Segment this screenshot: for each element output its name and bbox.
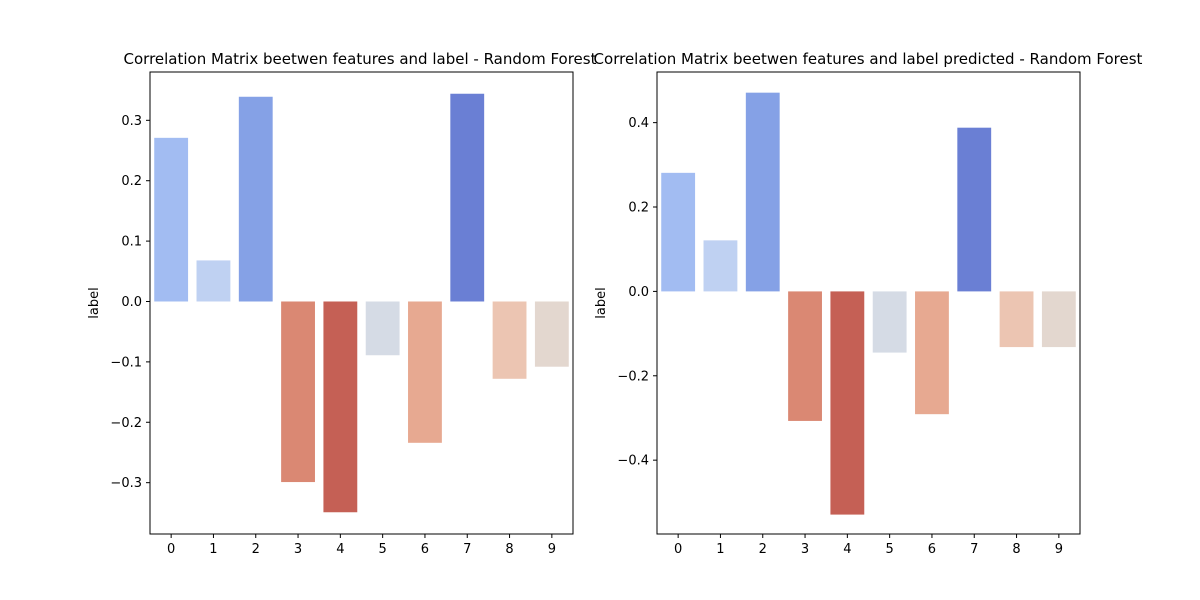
x-tick-label: 0 [674,542,682,557]
bar-1 [196,260,231,302]
x-tick-label: 8 [1012,542,1020,557]
bar-6 [915,291,949,415]
y-axis-label: label [594,287,609,318]
y-tick-label: −0.3 [110,476,142,491]
y-tick-label: 0.0 [121,295,142,310]
bar-2 [238,96,273,302]
x-tick-label: 6 [421,542,429,557]
x-tick-label: 2 [252,542,260,557]
x-tick-label: 1 [716,542,724,557]
chart-title: Correlation Matrix beetwen features and … [594,50,1143,68]
y-axis-ticks: 0.4 0.2 0.0 −0.2 −0.4 [617,116,657,469]
y-tick-label: −0.1 [110,355,142,370]
x-tick-label: 8 [505,542,513,557]
x-tick-label: 4 [336,542,344,557]
x-tick-label: 9 [1055,542,1063,557]
bar-group [154,93,569,513]
bar-7 [957,127,992,292]
y-tick-label: 0.0 [628,285,649,300]
bar-4 [830,291,865,515]
bar-0 [154,137,189,302]
x-tick-label: 0 [167,542,175,557]
chart-left: Correlation Matrix beetwen features and … [87,50,597,557]
chart-right: Correlation Matrix beetwen features and … [594,50,1143,557]
bar-8 [492,301,527,379]
y-axis-label: label [87,287,102,318]
bar-5 [365,301,400,356]
bar-3 [281,301,315,483]
bar-5 [872,291,907,353]
y-tick-label: 0.2 [628,201,649,216]
bar-9 [534,301,569,367]
x-axis-ticks: 0 1 2 3 4 5 6 7 8 9 [674,534,1063,557]
bar-0 [661,172,696,292]
y-axis-ticks: 0.3 0.2 0.1 0.0 −0.1 −0.2 −0.3 [110,114,150,491]
bar-6 [408,301,442,443]
x-tick-label: 2 [759,542,767,557]
x-tick-label: 3 [801,542,809,557]
bar-9 [1041,291,1076,348]
x-axis-ticks: 0 1 2 3 4 5 6 7 8 9 [167,534,556,557]
chart-title: Correlation Matrix beetwen features and … [124,50,597,68]
y-tick-label: 0.1 [121,235,142,250]
x-tick-label: 7 [463,542,471,557]
x-tick-label: 5 [379,542,387,557]
bar-1 [703,240,738,292]
bar-2 [745,92,780,292]
bar-4 [323,301,358,513]
x-tick-label: 1 [209,542,217,557]
plot-frame [149,71,574,535]
y-tick-label: −0.2 [110,416,142,431]
x-tick-label: 4 [843,542,851,557]
bar-group [661,92,1076,515]
y-tick-label: −0.2 [617,369,649,384]
bar-8 [999,291,1034,348]
y-tick-label: 0.4 [628,116,649,131]
bar-3 [788,291,822,421]
y-tick-label: −0.4 [617,454,649,469]
x-tick-label: 7 [970,542,978,557]
x-tick-label: 3 [294,542,302,557]
bar-7 [450,93,485,302]
plot-frame [656,71,1081,535]
x-tick-label: 5 [886,542,894,557]
x-tick-label: 9 [548,542,556,557]
y-tick-label: 0.2 [121,174,142,189]
y-tick-label: 0.3 [121,114,142,129]
x-tick-label: 6 [928,542,936,557]
